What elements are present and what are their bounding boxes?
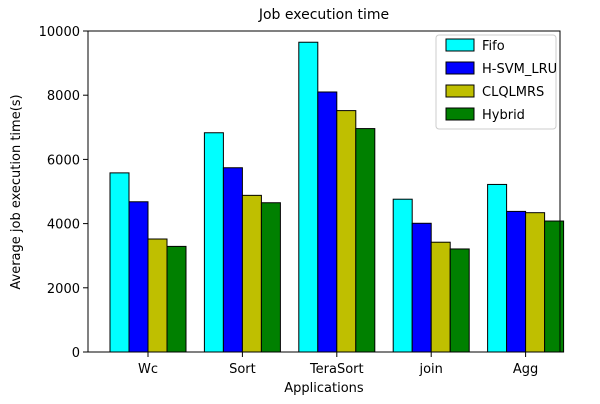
legend-frame	[435, 34, 557, 130]
x-tick-label: Wc	[138, 362, 158, 377]
bar-h-svm-lru-wc	[128, 201, 149, 353]
chart-title: Job execution time	[258, 7, 389, 23]
bar-hybrid-wc	[166, 245, 187, 353]
y-tick-label: 0	[72, 346, 80, 361]
x-tick-label: TeraSort	[309, 362, 364, 377]
bar-h-svm-lru-join	[411, 222, 432, 353]
bar-clqlmrs-terasort	[336, 110, 357, 353]
bar-clqlmrs-agg	[525, 212, 546, 353]
y-tick-label: 2000	[47, 282, 80, 297]
bar-clqlmrs-sort	[241, 194, 262, 353]
x-axis-label: Applications	[284, 381, 364, 396]
bar-hybrid-join	[449, 248, 470, 353]
bar-clqlmrs-wc	[147, 238, 168, 353]
y-axis-label: Average job execution time(s)	[9, 94, 24, 289]
bar-fifo-agg	[487, 183, 508, 353]
legend-label: Fifo	[482, 39, 505, 54]
y-axis: 0 2000 4000 6000 8000 10000	[39, 25, 88, 361]
x-tick-label: Sort	[229, 362, 256, 377]
bars-layer	[109, 41, 565, 353]
bar-h-svm-lru-terasort	[317, 91, 338, 353]
legend-label: H-SVM_LRU	[482, 62, 557, 77]
bar-fifo-terasort	[298, 41, 319, 353]
plot-area-frame	[87, 30, 561, 353]
legend: Fifo H-SVM_LRU CLQLMRS Hybrid	[435, 34, 557, 130]
x-tick-label: join	[418, 362, 442, 377]
legend-swatch	[445, 61, 475, 75]
bar-clqlmrs-join	[430, 241, 451, 353]
bar-fifo-sort	[203, 132, 224, 353]
bar-h-svm-lru-sort	[222, 167, 243, 353]
legend-label: Hybrid	[482, 108, 525, 123]
legend-swatch	[445, 107, 475, 121]
x-axis: Wc Sort TeraSort join Agg	[138, 352, 538, 377]
bar-hybrid-agg	[544, 220, 565, 353]
legend-label: CLQLMRS	[482, 85, 544, 100]
y-tick-label: 8000	[47, 89, 80, 104]
bar-hybrid-terasort	[355, 128, 376, 353]
bar-fifo-wc	[109, 172, 130, 353]
legend-swatch	[445, 84, 475, 98]
y-tick-label: 4000	[47, 218, 80, 233]
bar-hybrid-sort	[260, 202, 281, 353]
y-tick-label: 6000	[47, 153, 80, 168]
legend-swatch	[445, 38, 475, 52]
bar-fifo-join	[392, 198, 413, 353]
y-tick-label: 10000	[39, 25, 80, 40]
bar-h-svm-lru-agg	[506, 210, 527, 353]
x-tick-label: Agg	[513, 362, 538, 377]
